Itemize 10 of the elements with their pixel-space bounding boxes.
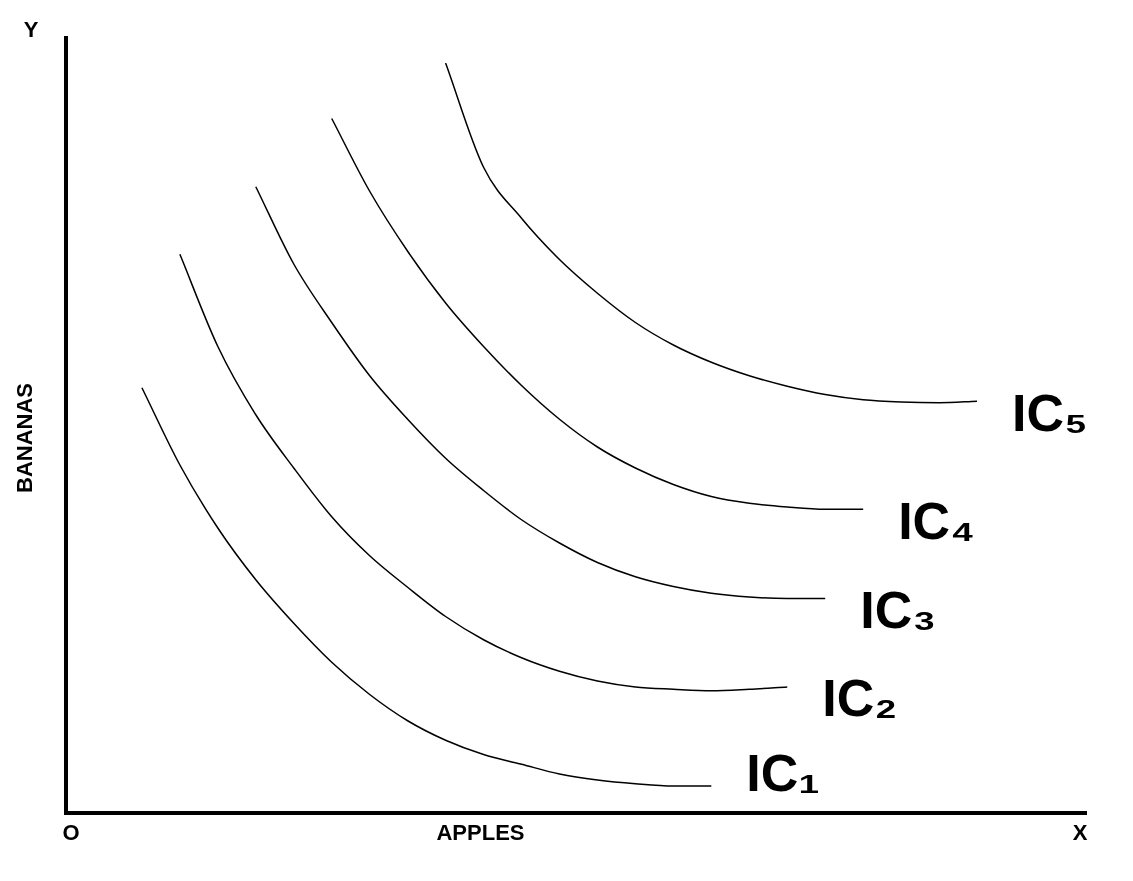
series-label: IC₁	[746, 744, 820, 803]
text: Y	[23, 17, 39, 43]
y-axis-title: BANANAS	[12, 383, 38, 493]
x-axis-title: APPLES	[436, 820, 525, 846]
series-label: IC₄	[898, 491, 975, 550]
series-label: IC₂	[822, 669, 898, 728]
text: X	[1072, 820, 1088, 846]
series-label: IC₅	[1012, 383, 1088, 442]
series-label: IC₃	[860, 580, 937, 639]
text: O	[62, 820, 80, 846]
